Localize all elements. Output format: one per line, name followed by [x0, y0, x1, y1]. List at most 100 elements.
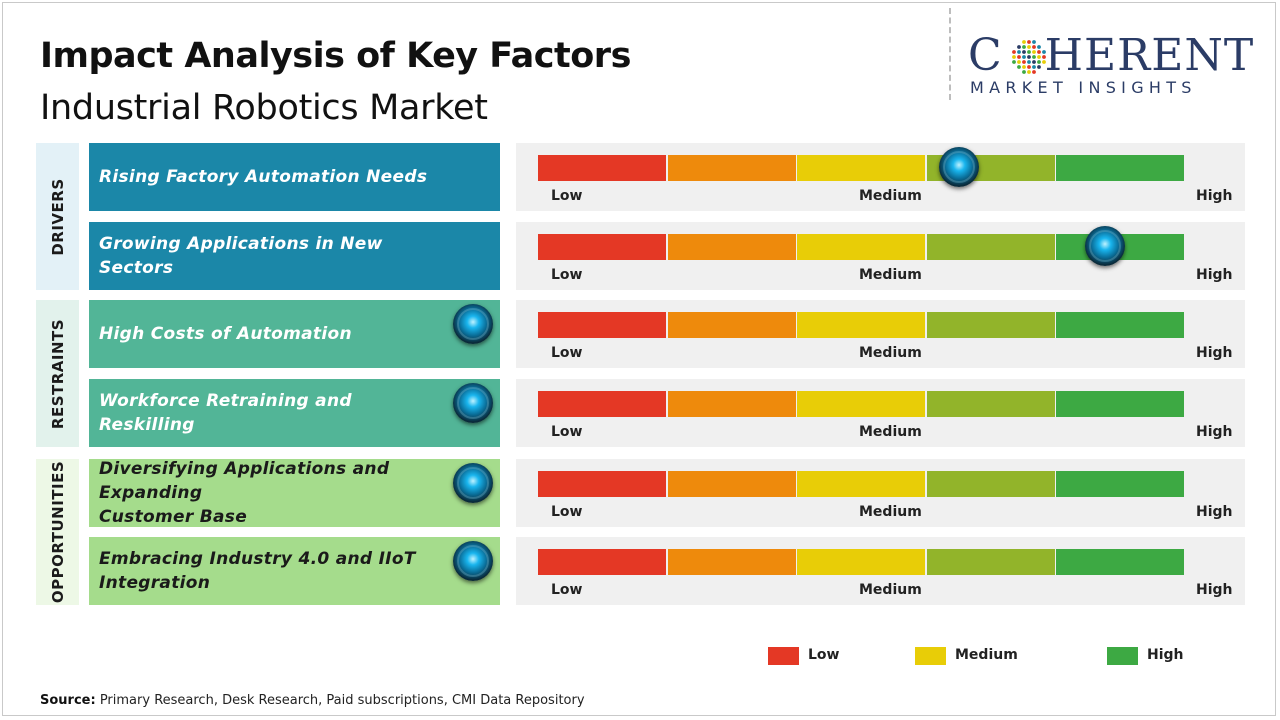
chart-subtitle: Industrial Robotics Market	[40, 88, 488, 128]
impact-scale: Low Medium High	[516, 537, 1245, 605]
scale-tick-label: High	[1196, 504, 1233, 520]
logo-dot	[1017, 45, 1021, 49]
scale-segment	[1056, 471, 1185, 497]
scale-segment	[538, 471, 666, 497]
source-note: Source: Primary Research, Desk Research,…	[40, 693, 585, 708]
logo-dot	[1032, 70, 1036, 74]
scale-segment	[667, 312, 796, 338]
factor-label: High Costs of Automation	[99, 324, 352, 344]
scale-segment	[926, 471, 1055, 497]
logo-dot	[1027, 50, 1031, 54]
logo-dot	[1032, 40, 1036, 44]
legend-label: High	[1147, 647, 1184, 663]
scale-tick-label: High	[1196, 424, 1233, 440]
scale-segment	[538, 234, 666, 260]
category-drivers: DRIVERS	[36, 143, 79, 290]
logo-dot	[1032, 45, 1036, 49]
logo-dot	[1042, 60, 1046, 64]
legend-swatch	[915, 647, 946, 665]
scale-segment	[1056, 391, 1185, 417]
factor-label: Growing Applications in New Sectors	[99, 234, 383, 278]
logo-dot	[1037, 60, 1041, 64]
impact-marker	[453, 383, 493, 423]
logo-dot	[1022, 45, 1026, 49]
factor-row: Diversifying Applications and Expanding …	[89, 459, 500, 527]
scale-segment	[797, 549, 926, 575]
scale-tick-label: Medium	[859, 267, 922, 283]
scale-segment	[538, 312, 666, 338]
scale-segment	[926, 234, 1055, 260]
scale-tick-label: Low	[551, 582, 583, 598]
header-divider	[949, 8, 951, 100]
scale-segment	[538, 549, 666, 575]
scale-segment	[1056, 155, 1185, 181]
chart-title: Impact Analysis of Key Factors	[40, 36, 631, 76]
scale-segment	[538, 155, 666, 181]
scale-segment	[538, 391, 666, 417]
logo-dot	[1017, 60, 1021, 64]
logo-dot	[1022, 70, 1026, 74]
scale-segment	[797, 391, 926, 417]
impact-marker	[453, 541, 493, 581]
logo-dot	[1027, 70, 1031, 74]
logo-dot	[1017, 55, 1021, 59]
logo-dot	[1022, 40, 1026, 44]
scale-tick-label: High	[1196, 188, 1233, 204]
impact-scale: Low Medium High	[516, 379, 1245, 447]
scale-segment	[797, 312, 926, 338]
logo-dot	[1012, 60, 1016, 64]
scale-segment	[797, 471, 926, 497]
scale-segment	[667, 471, 796, 497]
scale-tick-label: Low	[551, 504, 583, 520]
legend-label: Medium	[955, 647, 1018, 663]
factor-label: Embracing Industry 4.0 and IIoT Integrat…	[99, 549, 416, 593]
impact-scale: Low Medium High	[516, 300, 1245, 368]
scale-segment	[667, 391, 796, 417]
category-label: DRIVERS	[48, 177, 67, 256]
impact-marker	[939, 147, 980, 187]
logo-dot	[1022, 50, 1026, 54]
logo-tagline: MARKET INSIGHTS	[970, 78, 1197, 97]
logo-dot	[1027, 40, 1031, 44]
logo-wordmark: C HERENT	[968, 30, 1255, 81]
scale-segment	[667, 234, 796, 260]
scale-segment	[797, 234, 926, 260]
logo-dot	[1027, 65, 1031, 69]
impact-marker	[453, 304, 493, 344]
legend-swatch	[768, 647, 799, 665]
logo-dot	[1032, 65, 1036, 69]
logo-dot	[1037, 45, 1041, 49]
legend-swatch	[1107, 647, 1138, 665]
scale-tick-label: Low	[551, 424, 583, 440]
logo-globe-icon	[1012, 40, 1046, 74]
scale-tick-label: Low	[551, 188, 583, 204]
logo-dot	[1032, 50, 1036, 54]
logo-dot	[1027, 45, 1031, 49]
scale-tick-label: Medium	[859, 504, 922, 520]
logo-dot	[1022, 60, 1026, 64]
category-opportunities: OPPORTUNITIES	[36, 459, 79, 605]
company-logo: C HERENT MARKET INSIGHTS	[968, 32, 1260, 102]
scale-tick-label: Medium	[859, 582, 922, 598]
logo-dot	[1022, 55, 1026, 59]
logo-dot	[1042, 55, 1046, 59]
scale-segment	[667, 549, 796, 575]
logo-dot	[1032, 60, 1036, 64]
category-label: RESTRAINTS	[48, 318, 67, 429]
scale-tick-label: High	[1196, 267, 1233, 283]
logo-dot	[1037, 55, 1041, 59]
scale-tick-label: Low	[551, 345, 583, 361]
factor-label: Workforce Retraining and Reskilling	[99, 391, 352, 435]
impact-scale: Low Medium High	[516, 459, 1245, 527]
factor-label: Rising Factory Automation Needs	[99, 167, 428, 187]
scale-tick-label: Medium	[859, 424, 922, 440]
logo-dot	[1037, 50, 1041, 54]
impact-scale: Low Medium High	[516, 222, 1245, 290]
logo-dot	[1022, 65, 1026, 69]
category-restraints: RESTRAINTS	[36, 300, 79, 447]
logo-dot	[1017, 65, 1021, 69]
scale-tick-label: Medium	[859, 188, 922, 204]
scale-segment	[1056, 549, 1185, 575]
scale-segment	[926, 391, 1055, 417]
factor-row: Embracing Industry 4.0 and IIoT Integrat…	[89, 537, 500, 605]
